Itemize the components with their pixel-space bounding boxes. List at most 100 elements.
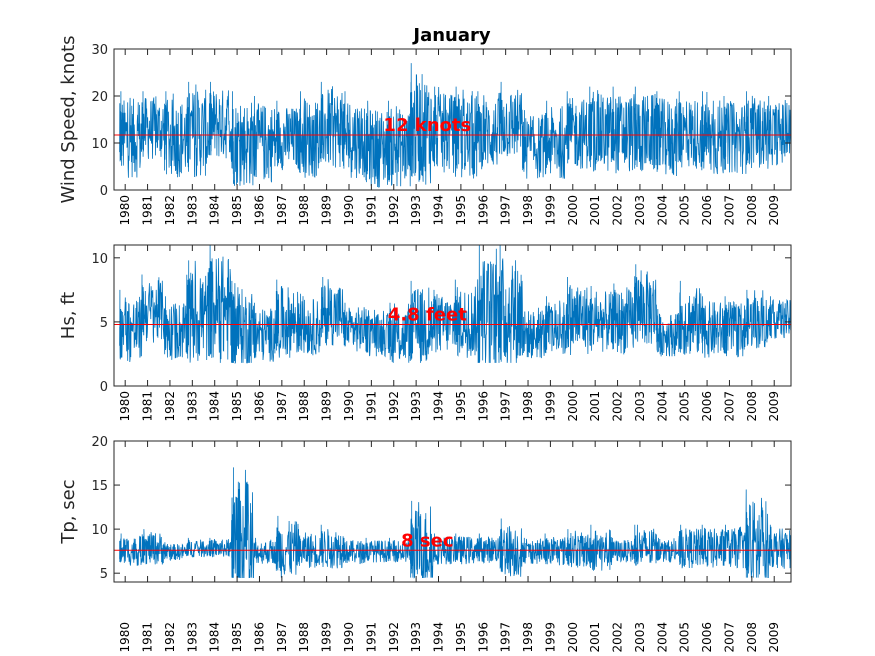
y-tick-label: 0 (100, 184, 108, 199)
x-tick-label: 2000 (566, 622, 580, 653)
x-tick-label: 2004 (655, 195, 669, 226)
x-tick-label: 2007 (722, 391, 736, 422)
x-tick-label: 2008 (745, 391, 759, 422)
x-tick-label: 1984 (208, 195, 222, 226)
x-tick-label: 1991 (364, 195, 378, 226)
y-axis-label: Tp, sec (58, 479, 79, 544)
y-tick-label: 10 (91, 252, 108, 267)
x-tick-label: 1997 (499, 391, 513, 422)
x-tick-label: 1990 (342, 622, 356, 653)
axes-background (114, 441, 791, 582)
panels: 12 knots 0 10 20 30 1980 1981 1982 1983 1984 1985 1… (58, 35, 792, 653)
x-tick-label: 2001 (588, 391, 602, 422)
x-tick-label: 1989 (320, 391, 334, 422)
x-tick-label: 1991 (364, 622, 378, 653)
x-tick-label: 1996 (476, 622, 490, 653)
x-tick-label: 2002 (611, 391, 625, 422)
series-line (119, 467, 792, 579)
x-tick-label: 2001 (588, 622, 602, 653)
x-tick-label: 2009 (767, 391, 781, 422)
x-tick-label: 1985 (230, 195, 244, 226)
x-tick-label: 1980 (118, 195, 132, 226)
x-tick-label: 1987 (275, 622, 289, 653)
x-tick-label: 2000 (566, 391, 580, 422)
x-tick-label: 1987 (275, 195, 289, 226)
x-tick-label: 1989 (320, 622, 334, 653)
chart-title: January (411, 25, 490, 46)
x-tick-label: 1990 (342, 195, 356, 226)
x-tick-label: 2003 (633, 622, 647, 653)
panel-3: 8 sec 5 10 15 20 1980 1981 1982 1983 1984 1985 1986… (58, 435, 792, 653)
x-tick-label: 1997 (499, 622, 513, 653)
panel-1: 12 knots 0 10 20 30 1980 1981 1982 1983 1984 1985 1… (58, 35, 792, 226)
x-tick-label: 1989 (320, 195, 334, 226)
x-tick-label: 1993 (409, 622, 423, 653)
x-tick-label: 2008 (745, 622, 759, 653)
x-tick-label: 1988 (297, 622, 311, 653)
x-tick-label: 1983 (185, 391, 199, 422)
series-line (119, 244, 792, 365)
x-tick-label: 1999 (543, 622, 557, 653)
x-tick-label: 1982 (163, 622, 177, 653)
x-tick-label: 1992 (387, 622, 401, 653)
x-tick-label: 1981 (141, 622, 155, 653)
x-tick-label: 2006 (700, 622, 714, 653)
x-tick-label: 1999 (543, 391, 557, 422)
axes-box (113, 244, 792, 387)
y-axis-label: Hs, ft (58, 292, 79, 339)
y-tick-label: 5 (100, 567, 108, 582)
x-tick-label: 2006 (700, 391, 714, 422)
x-tick-label: 1981 (141, 391, 155, 422)
y-tick-label: 10 (91, 137, 108, 152)
y-tick-label: 20 (91, 90, 108, 105)
x-tick-label: 1993 (409, 391, 423, 422)
x-tick-label: 2009 (767, 195, 781, 226)
x-tick-label: 2008 (745, 195, 759, 226)
mean-annotation: 12 knots (383, 115, 471, 136)
x-tick-label: 1986 (252, 622, 266, 653)
y-tick-label: 5 (100, 316, 108, 331)
x-tick-label: 2004 (655, 391, 669, 422)
x-tick-label: 1984 (208, 391, 222, 422)
x-tick-label: 2001 (588, 195, 602, 226)
x-tick-label: 1982 (163, 391, 177, 422)
x-tick-label: 2004 (655, 622, 669, 653)
y-tick-label: 0 (100, 380, 108, 395)
x-tick-label: 1999 (543, 195, 557, 226)
x-tick-label: 2007 (722, 195, 736, 226)
x-tick-label: 1993 (409, 195, 423, 226)
axes-box (113, 440, 792, 583)
x-tick-label: 1994 (432, 195, 446, 226)
y-tick-label: 20 (91, 435, 108, 450)
x-tick-label: 1986 (252, 391, 266, 422)
x-tick-label: 1992 (387, 391, 401, 422)
x-tick-label: 2003 (633, 195, 647, 226)
x-tick-label: 1992 (387, 195, 401, 226)
x-tick-label: 1985 (230, 622, 244, 653)
y-tick-label: 15 (91, 479, 108, 494)
x-tick-label: 1983 (185, 622, 199, 653)
x-tick-label: 2009 (767, 622, 781, 653)
x-tick-label: 2005 (678, 391, 692, 422)
x-tick-label: 1985 (230, 391, 244, 422)
x-tick-label: 2000 (566, 195, 580, 226)
x-tick-label: 1991 (364, 391, 378, 422)
x-tick-label: 2005 (678, 195, 692, 226)
x-tick-label: 1984 (208, 622, 222, 653)
x-tick-label: 1986 (252, 195, 266, 226)
x-tick-label: 2006 (700, 195, 714, 226)
series-line (119, 63, 792, 188)
x-tick-label: 2002 (611, 622, 625, 653)
x-tick-label: 1995 (454, 391, 468, 422)
x-tick-label: 1996 (476, 195, 490, 226)
x-tick-label: 2007 (722, 622, 736, 653)
x-tick-label: 1998 (521, 195, 535, 226)
panel-2: 4.8 feet 0 5 10 1980 1981 1982 1983 1984 1985 1986… (58, 244, 792, 422)
x-tick-label: 1998 (521, 622, 535, 653)
y-axis-label: Wind Speed, knots (58, 35, 79, 203)
x-tick-label: 1980 (118, 391, 132, 422)
x-tick-label: 1995 (454, 622, 468, 653)
x-tick-label: 1988 (297, 195, 311, 226)
y-tick-label: 30 (91, 43, 108, 58)
x-tick-label: 1981 (141, 195, 155, 226)
